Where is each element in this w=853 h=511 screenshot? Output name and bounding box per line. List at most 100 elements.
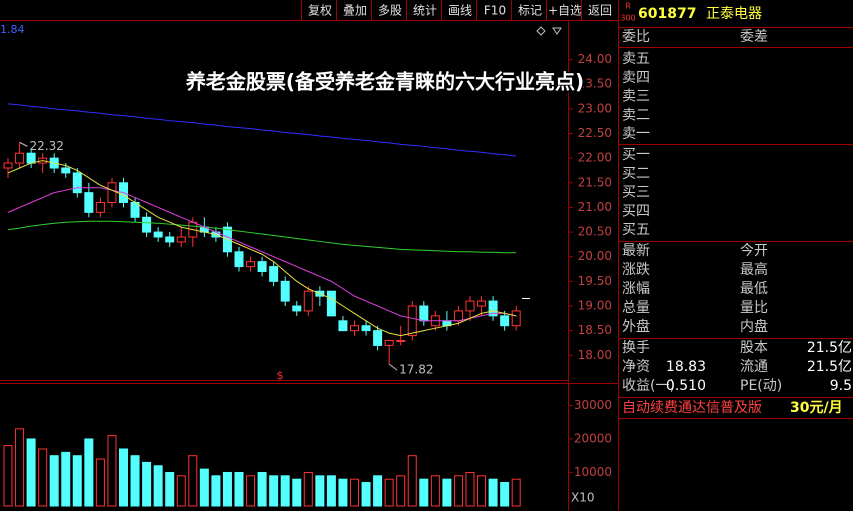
quote-label: 外盘 [622,318,650,335]
volume-bar [477,475,487,507]
candle-body [72,172,82,194]
y-tick-label: 20.50 [578,225,612,239]
volume-bar [15,428,25,507]
volume-bar [488,478,498,507]
y-tick-label: 18.00 [578,348,612,362]
volume-bar [269,475,279,507]
volume-unit: X10 [571,491,595,505]
quote-label: 涨幅 [622,281,650,297]
volume-bar [176,475,186,507]
y-tick-label: 21.50 [578,175,612,189]
toolbar-button[interactable]: F10 [484,4,506,18]
quote-label: 总量 [622,300,650,316]
quote-value: 21.5亿 [807,340,852,356]
candle-body [269,266,279,282]
quote-label: 今开 [740,243,768,259]
buy-level: 买五 [622,222,650,238]
candle-body [292,305,302,312]
volume-bar [188,455,198,507]
volume-bar [26,438,36,507]
volume-bar [234,471,244,507]
volume-bar [107,435,117,507]
volume-bar [95,458,105,507]
y-tick-label: 23.00 [578,101,612,115]
ad-price[interactable]: 30元/月 [790,400,843,416]
candle-body [396,340,406,342]
volume-bar [465,471,475,507]
quote-label: 换手 [622,339,650,356]
y-tick-label: 23.50 [578,77,612,91]
volume-bar [419,478,429,507]
quote-label: 内盘 [740,318,768,335]
toolbar-button[interactable]: 画线 [448,4,472,18]
volume-bar [511,478,521,507]
candle-body [176,236,186,243]
candle-body [488,300,498,317]
ad-text[interactable]: 自动续费通达信普及版 [622,399,762,416]
toolbar-button[interactable]: 多股 [378,4,402,18]
toolbar-button[interactable]: 复权 [308,4,332,18]
volume-bar [199,468,209,507]
volume-bar [246,475,256,507]
volume-tick-label: 20000 [574,431,612,445]
volume-bar [407,455,417,507]
y-tick-label: 19.50 [578,274,612,288]
low-label: 17.82 [399,363,433,377]
volume-bar [500,482,510,507]
candle-body [15,152,25,164]
candle-body [95,202,105,213]
sell-level: 卖二 [622,107,650,123]
candle-body [407,305,417,337]
y-tick-label: 19.00 [578,299,612,313]
volume-bar [303,471,313,507]
volume-bar [61,451,71,507]
candle-body [465,300,475,312]
event-marker: $ [277,369,284,382]
y-tick-label: 22.00 [578,151,612,165]
y-tick-label: 18.50 [578,323,612,337]
candle-body [26,152,36,164]
toolbar-button[interactable]: 返回 [588,4,612,18]
stock-name: 正泰电器 [706,6,762,22]
plot: 复权 叠加 多股 统计 画线 F10 标记 +自选 返回 24.00 23.50 23.00 22.50… [3,0,852,507]
volume-bar [130,455,140,507]
candle-body [511,310,521,327]
quote-value: 21.5亿 [807,359,852,375]
volume-bar [211,475,221,507]
candle-body [153,231,163,238]
high-pointer [19,141,28,147]
volume-bar [453,475,463,507]
volume-bar [119,448,128,507]
volume-bar [257,471,267,507]
quote-label: 股本 [740,340,768,356]
quote-value: 0.510 [666,378,706,394]
quote-value: 9.5 [830,378,852,394]
candle-body [142,216,152,233]
volume-bar [326,475,336,507]
candle-body [61,167,71,174]
toolbar-button[interactable]: 叠加 [343,4,367,18]
quote-label: 收益(一) [622,378,675,394]
candle-body [84,192,94,213]
volume-bar [49,455,59,507]
candle-body [453,310,463,322]
stock-code: 601877 [638,6,696,22]
candle-body [165,236,175,243]
toolbar-button[interactable]: 统计 [413,4,437,18]
volume-bar [165,471,175,507]
candle-body [234,251,244,268]
toolbar-button[interactable]: +自选 [548,4,582,18]
candle-body [384,340,394,346]
volume-bar [280,475,290,507]
moving-average [7,187,517,322]
quote-label: PE(动) [740,378,782,394]
candle-body [350,325,359,332]
sell-level: 卖三 [622,89,650,105]
toolbar-button[interactable]: 标记 [518,4,542,18]
candle-body [338,320,348,332]
volume-bar [142,461,152,507]
moving-average [7,160,517,337]
corner-label: 1.84 [0,23,25,36]
volume-bar [384,478,394,507]
